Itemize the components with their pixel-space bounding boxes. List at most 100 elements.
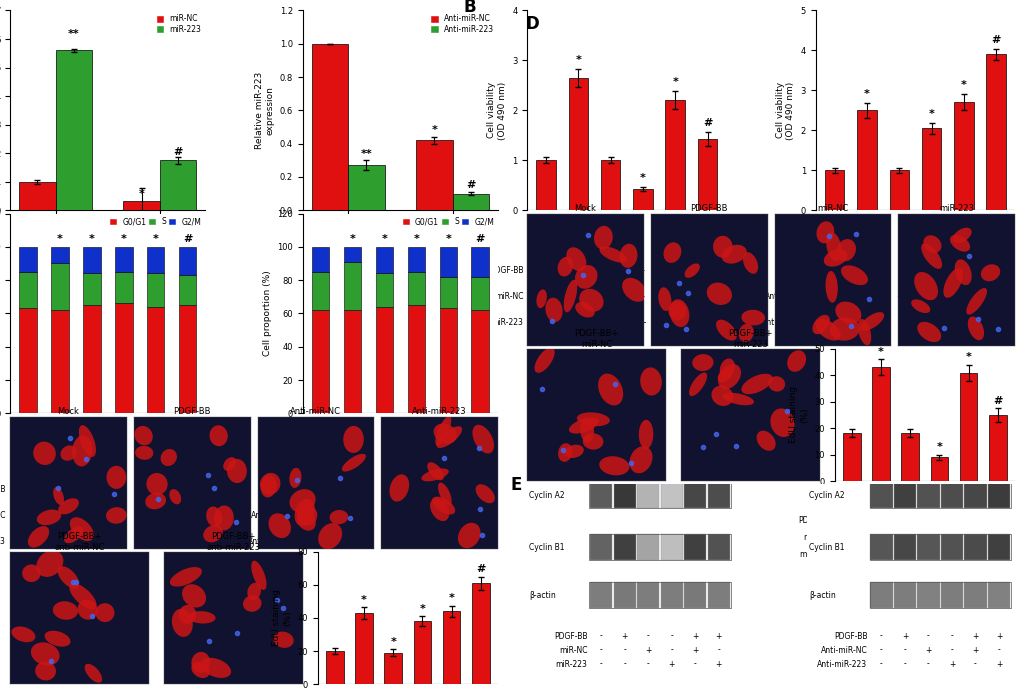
Polygon shape (297, 511, 316, 530)
Text: +: + (56, 484, 63, 493)
Bar (312, 272, 329, 310)
Polygon shape (329, 510, 347, 524)
Text: -: - (878, 551, 881, 560)
Polygon shape (629, 446, 652, 473)
Text: +: + (995, 660, 1002, 669)
Text: +: + (991, 266, 999, 275)
Bar (589, 582, 611, 608)
Text: +: + (621, 632, 628, 641)
Text: *: * (139, 189, 145, 199)
Text: -: - (351, 511, 354, 520)
Bar (471, 247, 488, 277)
Text: +: + (960, 266, 966, 275)
Bar (869, 482, 1010, 508)
Polygon shape (954, 259, 971, 285)
Polygon shape (689, 373, 706, 396)
Bar (916, 582, 938, 608)
Polygon shape (536, 290, 546, 309)
Text: -: - (994, 292, 997, 301)
Polygon shape (69, 584, 97, 609)
Text: -: - (961, 318, 964, 327)
Text: +: + (964, 533, 971, 542)
Bar (637, 482, 658, 508)
Text: miR-NC: miR-NC (558, 646, 587, 655)
Text: +: + (703, 318, 710, 327)
Title: miR-NC: miR-NC (816, 205, 848, 214)
Title: PDGF-BB+
miR-223: PDGF-BB+ miR-223 (728, 329, 771, 349)
Polygon shape (824, 271, 837, 303)
Text: *: * (965, 352, 971, 362)
Polygon shape (34, 442, 56, 465)
Bar (439, 309, 457, 413)
Polygon shape (341, 454, 366, 472)
Text: -: - (185, 511, 189, 520)
Bar (589, 482, 730, 508)
Polygon shape (949, 235, 969, 252)
Polygon shape (214, 505, 233, 530)
Text: -: - (937, 516, 941, 525)
Polygon shape (836, 239, 855, 261)
Polygon shape (69, 517, 94, 541)
Text: +: + (876, 516, 883, 525)
Bar (869, 534, 892, 560)
Polygon shape (840, 265, 867, 285)
Polygon shape (53, 601, 77, 620)
Polygon shape (741, 373, 772, 394)
Text: +: + (924, 646, 930, 655)
Polygon shape (35, 662, 56, 681)
Polygon shape (952, 228, 971, 244)
Text: -: - (319, 484, 322, 493)
Bar (51, 263, 68, 310)
Text: miR-NC: miR-NC (494, 292, 523, 301)
Polygon shape (289, 468, 302, 488)
Bar (963, 482, 985, 508)
Text: -: - (669, 646, 673, 655)
Bar (178, 305, 197, 413)
Bar (115, 247, 132, 272)
Polygon shape (640, 367, 661, 396)
Bar (953, 103, 972, 210)
Text: -: - (997, 646, 1000, 655)
Text: -: - (599, 632, 602, 641)
Text: PDGF-BB: PDGF-BB (264, 484, 298, 493)
Bar (536, 161, 555, 210)
Polygon shape (922, 235, 941, 253)
Polygon shape (261, 475, 276, 498)
Polygon shape (31, 642, 60, 666)
Bar (684, 534, 706, 560)
Polygon shape (684, 263, 699, 278)
Text: +: + (927, 318, 934, 327)
Text: -: - (599, 660, 602, 669)
Polygon shape (597, 373, 623, 406)
Polygon shape (534, 348, 554, 373)
Polygon shape (582, 433, 603, 450)
Polygon shape (192, 662, 210, 678)
Text: *: * (120, 235, 126, 244)
Text: +: + (575, 266, 581, 275)
Text: PDGF-BB: PDGF-BB (834, 632, 867, 641)
Polygon shape (160, 449, 176, 466)
Polygon shape (432, 496, 454, 514)
Polygon shape (815, 221, 834, 244)
Text: *: * (960, 80, 966, 91)
Polygon shape (579, 289, 603, 312)
Text: miR-223: miR-223 (799, 551, 830, 560)
Text: +: + (971, 646, 977, 655)
Polygon shape (692, 354, 713, 371)
Polygon shape (475, 484, 494, 503)
Bar (684, 482, 706, 508)
Polygon shape (458, 523, 480, 548)
Polygon shape (859, 312, 883, 331)
Polygon shape (721, 393, 753, 406)
Bar (375, 306, 392, 413)
Title: PDGF-BB+
anti-miR-NC: PDGF-BB+ anti-miR-NC (54, 533, 105, 552)
Text: -: - (850, 551, 853, 560)
Polygon shape (741, 310, 764, 325)
Text: -: - (641, 266, 644, 275)
Bar (988, 415, 1006, 481)
Text: -: - (544, 266, 547, 275)
Text: **: ** (68, 29, 79, 39)
Polygon shape (706, 283, 732, 305)
Text: -: - (319, 511, 322, 520)
Text: -: - (693, 660, 696, 669)
